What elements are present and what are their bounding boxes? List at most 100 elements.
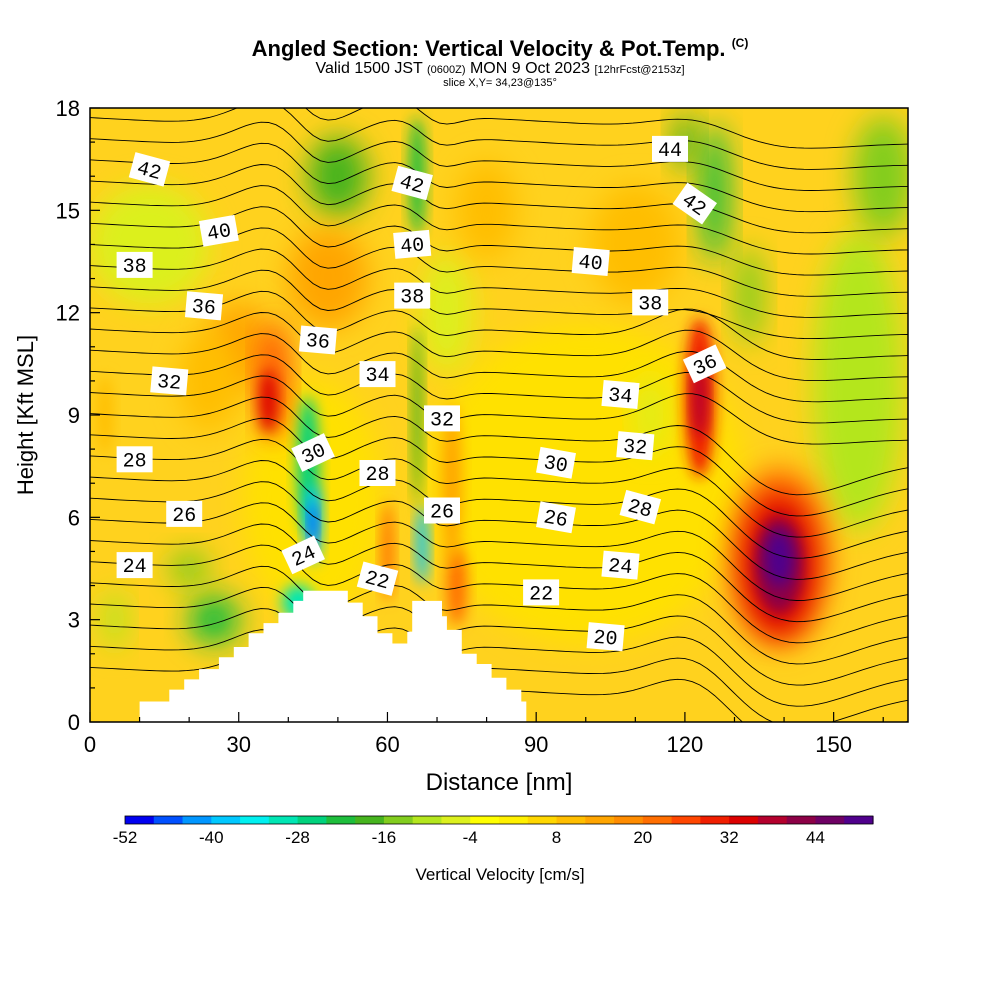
contour-label-text: 44	[658, 140, 682, 163]
velocity-cell-21	[259, 369, 278, 434]
colorbar-tick-label: -52	[113, 828, 138, 847]
contour-label-text: 36	[191, 296, 217, 321]
contour-label-text: 28	[123, 450, 147, 473]
colorbar-swatch	[297, 816, 327, 824]
colorbar-swatch	[412, 816, 443, 824]
colorbar-swatch	[326, 816, 356, 824]
contour-label-box	[116, 552, 153, 579]
x-tick-label: 150	[815, 732, 852, 757]
chart-title: Angled Section: Vertical Velocity & Pot.…	[0, 36, 1000, 62]
contour-label-box	[356, 561, 399, 596]
x-tick-label: 90	[524, 732, 548, 757]
contour-label-25: 32	[616, 431, 655, 461]
colorbar: -52 -40 -28 -16 -4 8 20 32 44	[113, 815, 874, 847]
isentrope-41	[90, 164, 908, 234]
terrain	[139, 590, 527, 722]
contour-label-box	[601, 379, 640, 410]
velocity-cell-3	[307, 136, 368, 217]
contour-label-box	[391, 165, 433, 201]
contour-label-text: 38	[123, 256, 147, 279]
contour-label-text: 20	[592, 627, 618, 652]
contour-label-8: 36	[298, 325, 338, 355]
colorbar-swatch	[383, 816, 414, 824]
contour-label-box	[291, 433, 335, 472]
velocity-cell-10	[813, 230, 904, 531]
colorbar-swatch	[153, 816, 184, 824]
x-tick-label: 0	[84, 732, 96, 757]
isentrope-29	[90, 417, 908, 517]
colorbar-swatch	[671, 816, 701, 824]
isentrope-32	[90, 354, 908, 424]
isentrope-27	[90, 460, 908, 559]
contour-label-box	[394, 282, 431, 309]
x-tick-label: 120	[667, 732, 704, 757]
contour-label-box	[298, 325, 338, 355]
contour-label-26: 30	[536, 446, 576, 479]
colorbar-tick-label: 8	[552, 828, 561, 847]
chart-title-text: Angled Section: Vertical Velocity & Pot.…	[251, 36, 726, 61]
isentrope-33	[90, 333, 908, 403]
colorbar-swatch	[182, 816, 212, 824]
y-axis: 0 3 6 9 12 15 18	[56, 96, 100, 735]
isentrope-35	[90, 290, 908, 360]
contour-label-30: 22	[523, 579, 560, 606]
contour-label-box	[632, 289, 669, 316]
colorbar-swatch	[757, 816, 788, 824]
contour-label-text: 34	[365, 365, 389, 388]
isentrope-31	[90, 375, 908, 445]
contour-label-box	[536, 501, 576, 534]
velocity-cell-6	[456, 160, 517, 261]
colorbar-swatch	[470, 816, 500, 824]
isentrope-25	[90, 502, 908, 601]
contour-label-28: 26	[536, 501, 576, 534]
contour-label-text: 36	[305, 330, 331, 355]
colorbar-swatch	[729, 816, 759, 824]
subtitle-date: MON 9 Oct 2023	[469, 60, 590, 77]
colorbar-swatch	[815, 816, 845, 824]
contour-label-box	[116, 251, 153, 278]
velocity-cell-9	[178, 330, 239, 431]
colorbar-swatch	[268, 816, 299, 824]
contour-label-box	[571, 246, 610, 277]
contour-label-text: 24	[607, 555, 633, 580]
isentrope-21	[90, 586, 908, 686]
velocity-cell-37	[765, 530, 794, 587]
contour-label-31: 20	[586, 622, 625, 652]
colorbar-frame	[124, 815, 874, 825]
contour-label-23: 36	[682, 344, 727, 384]
velocity-cell-11	[853, 116, 908, 237]
contour-label-6: 26	[166, 500, 203, 528]
contour-label-box	[523, 579, 560, 606]
y-tick-label: 15	[56, 198, 80, 223]
subtitle-forecast: [12hrFcst@2153z]	[594, 64, 685, 76]
contour-label-22: 38	[632, 289, 669, 316]
colorbar-tick-label: -28	[285, 828, 310, 847]
contour-label-17: 32	[424, 405, 460, 432]
contour-label-text: 32	[430, 409, 454, 432]
contour-label-box	[198, 214, 239, 247]
contour-label-text: 40	[206, 220, 234, 247]
colorbar-swatch	[240, 816, 270, 824]
y-tick-label: 12	[56, 301, 80, 326]
colorbar-swatch	[499, 816, 529, 824]
velocity-cell-14	[735, 245, 764, 346]
colorbar-tick-label: -40	[199, 828, 224, 847]
isentrope-22	[90, 565, 908, 665]
contour-label-text: 26	[542, 506, 570, 533]
colorbar-tick-label: -16	[372, 828, 397, 847]
contour-label-text: 26	[430, 502, 454, 525]
contour-label-13: 38	[394, 282, 431, 310]
y-tick-label: 0	[68, 710, 80, 735]
subtitle-valid: Valid 1500 JST	[315, 60, 423, 77]
isentrope-37	[90, 248, 908, 318]
isentrope-45	[304, 108, 908, 149]
contour-label-text: 24	[123, 556, 147, 579]
plot-area: 42 40 38 36 32 28 26 24 36 30 24 42 40 38 34 28 22 32 26 44…	[90, 108, 908, 722]
contour-label-11: 42	[391, 165, 433, 201]
contour-label-4: 32	[150, 366, 189, 396]
isentrope-23	[90, 544, 908, 644]
contour-label-27: 28	[619, 489, 662, 525]
contour-label-10: 24	[281, 535, 326, 575]
contour-label-box	[150, 366, 189, 396]
